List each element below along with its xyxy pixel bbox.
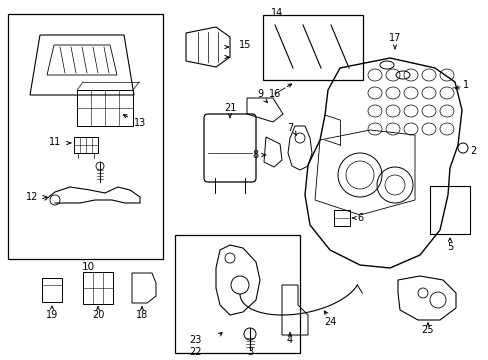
Text: 21: 21: [224, 103, 236, 113]
Bar: [263, 15, 362, 80]
Text: 12: 12: [26, 192, 38, 202]
Text: 14: 14: [270, 8, 283, 18]
Text: 24: 24: [323, 317, 336, 327]
Text: 18: 18: [136, 310, 148, 320]
Text: 8: 8: [251, 150, 258, 160]
Text: 20: 20: [92, 310, 104, 320]
Text: 1: 1: [462, 80, 468, 90]
Text: 11: 11: [49, 137, 61, 147]
Text: 19: 19: [46, 310, 58, 320]
Text: 2: 2: [469, 146, 475, 156]
Text: 3: 3: [246, 347, 253, 357]
Bar: [429, 186, 469, 234]
Text: 9: 9: [256, 89, 263, 99]
Bar: [175, 235, 299, 353]
Text: 25: 25: [421, 325, 433, 335]
Text: 13: 13: [134, 118, 146, 128]
Text: 23: 23: [188, 335, 201, 345]
Text: 5: 5: [446, 242, 452, 252]
Text: 6: 6: [356, 213, 362, 223]
Text: 16: 16: [268, 89, 281, 99]
Text: 4: 4: [286, 335, 292, 345]
Text: 22: 22: [188, 347, 201, 357]
Text: 7: 7: [286, 123, 292, 133]
Text: 10: 10: [81, 262, 94, 272]
Text: 15: 15: [238, 40, 251, 50]
Bar: [8, 14, 163, 259]
Bar: [83, 272, 113, 304]
Text: 17: 17: [388, 33, 400, 43]
